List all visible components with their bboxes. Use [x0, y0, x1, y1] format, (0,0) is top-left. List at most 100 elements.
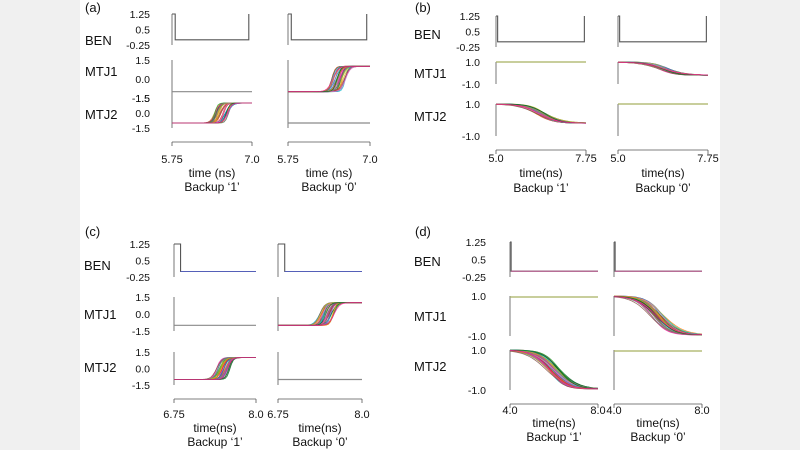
row-label-mtj2: MTJ2 [414, 359, 447, 374]
x-tick-label: 8.0 [354, 409, 369, 421]
panel-b: (b) BEN 1.25 0.5 -0.25 MTJ1 1.0 -1.0 MTJ2 1.0 -1.0… [414, 0, 719, 195]
column-caption: Backup ‘0’ [630, 430, 685, 444]
column-backup-1: 4.0 8.0 time(ns)Backup ‘1’ [502, 241, 606, 444]
x-tick-label: 7.0 [362, 154, 377, 166]
mc-trace [288, 65, 370, 93]
x-axis-title: time(ns) [193, 421, 236, 435]
x-tick-label: 4.0 [502, 405, 517, 417]
x-tick-label: 7.75 [575, 153, 596, 165]
column-backup-1: 5.0 7.75 time(ns)Backup ‘1’ [488, 15, 597, 195]
column-backup-1: 5.75 7.0 time (ns)Backup ‘1’ [161, 13, 260, 194]
ben-waveform [510, 241, 598, 272]
column-caption: Backup ‘1’ [184, 180, 239, 194]
y-tick-label: 1.0 [471, 345, 486, 357]
column-caption: Backup ‘0’ [292, 435, 347, 449]
y-tick-label: 0.5 [471, 255, 486, 267]
y-tick-label: 1.25 [466, 237, 487, 249]
y-tick-label: -0.25 [126, 272, 150, 284]
y-tick-label: 0.5 [465, 27, 480, 39]
y-tick-label: 0.0 [135, 74, 150, 86]
mc-trace [172, 102, 252, 124]
y-tick-label: -1.0 [468, 385, 486, 397]
y-tick-label: -0.25 [126, 40, 150, 52]
column-backup-0: 5.0 7.75 time(ns)Backup ‘0’ [610, 15, 719, 195]
row-label-ben: BEN [85, 33, 112, 48]
row-label-mtj1: MTJ1 [85, 64, 118, 79]
mc-trace [618, 61, 708, 76]
mc-trace [509, 349, 599, 390]
x-tick-label: 6.75 [267, 409, 288, 421]
y-tick-label: 1.25 [130, 239, 151, 251]
column-caption: Backup ‘1’ [513, 181, 568, 195]
row-label-mtj1: MTJ1 [414, 309, 447, 324]
ben-waveform [172, 13, 250, 41]
column-caption: Backup ‘1’ [526, 430, 581, 444]
panel-a: (a) BEN 1.25 0.5 -0.25 MTJ1 1.5 0.0 -1.5 MTJ2 1.5 0… [85, 0, 378, 194]
row-label-mtj2: MTJ2 [414, 109, 447, 124]
y-tick-label: 1.5 [135, 292, 150, 304]
y-tick-label: 1.5 [135, 347, 150, 359]
column-backup-0: 6.75 8.0 time(ns)Backup ‘0’ [267, 243, 370, 449]
y-tick-label: -1.5 [132, 326, 150, 338]
x-tick-label: 5.75 [161, 154, 182, 166]
panel-label: (b) [415, 0, 431, 15]
mc-trace [496, 103, 586, 124]
x-tick-label: 6.75 [163, 409, 184, 421]
x-tick-label: 8.0 [694, 405, 709, 417]
column-caption: Backup ‘1’ [187, 435, 242, 449]
y-tick-label: 1.0 [465, 57, 480, 69]
panel-c: (c) BEN 1.25 0.5 -0.25 MTJ1 1.5 0.0 -1.5 MTJ2 1.5 0… [84, 224, 370, 449]
column-caption: Backup ‘0’ [635, 181, 690, 195]
panel-label: (c) [85, 224, 100, 239]
y-tick-label: 0.5 [135, 25, 150, 37]
mc-trace [174, 357, 256, 380]
row-label-ben: BEN [414, 27, 441, 42]
mc-trace [613, 295, 703, 336]
y-tick-label: -0.25 [456, 42, 480, 54]
x-tick-label: 8.0 [248, 409, 263, 421]
y-tick-label: -1.0 [462, 131, 480, 143]
row-label-ben: BEN [414, 254, 441, 269]
ben-waveform [614, 241, 702, 272]
mc-trace [288, 65, 370, 93]
y-tick-label: -1.0 [468, 331, 486, 343]
y-tick-label: -1.0 [462, 79, 480, 91]
x-tick-label: 5.0 [610, 153, 625, 165]
y-tick-label: 1.5 [135, 93, 150, 105]
x-tick-label: 7.0 [244, 154, 259, 166]
mc-trace [613, 296, 703, 335]
y-tick-label: -1.5 [132, 380, 150, 392]
y-tick-label: 1.25 [460, 11, 481, 23]
row-label-ben: BEN [84, 258, 111, 273]
mc-trace [278, 302, 362, 326]
mc-trace [510, 349, 599, 390]
ben-waveform [278, 243, 362, 273]
y-tick-label: 0.0 [135, 309, 150, 321]
x-tick-label: 7.75 [697, 153, 718, 165]
x-tick-label: 5.75 [277, 154, 298, 166]
row-label-mtj2: MTJ2 [84, 360, 117, 375]
panel-label: (d) [415, 224, 431, 239]
column-backup-1: 6.75 8.0 time(ns)Backup ‘1’ [163, 243, 264, 449]
row-label-mtj1: MTJ1 [84, 307, 117, 322]
row-label-mtj2: MTJ2 [85, 107, 118, 122]
y-tick-label: 1.0 [471, 291, 486, 303]
mc-trace [496, 103, 586, 124]
ben-waveform [618, 15, 707, 43]
row-label-mtj1: MTJ1 [414, 66, 447, 81]
x-axis-title: time(ns) [532, 416, 575, 430]
column-caption: Backup ‘0’ [301, 180, 356, 194]
ben-waveform [496, 15, 585, 43]
x-axis-title: time(ns) [298, 421, 341, 435]
y-tick-label: 1.0 [465, 99, 480, 111]
x-tick-label: 8.0 [590, 405, 605, 417]
panel-d: (d) BEN 1.25 0.5 -0.25 MTJ1 1.0 -1.0 MTJ2 1.0 -1.0… [414, 224, 710, 444]
y-tick-label: -1.5 [132, 93, 150, 105]
column-backup-0: 4.0 8.0 time(ns)Backup ‘0’ [606, 241, 710, 444]
y-tick-label: 0.5 [135, 256, 150, 268]
mc-trace [174, 357, 256, 380]
panel-label: (a) [85, 0, 101, 15]
x-axis-title: time(ns) [519, 166, 562, 180]
